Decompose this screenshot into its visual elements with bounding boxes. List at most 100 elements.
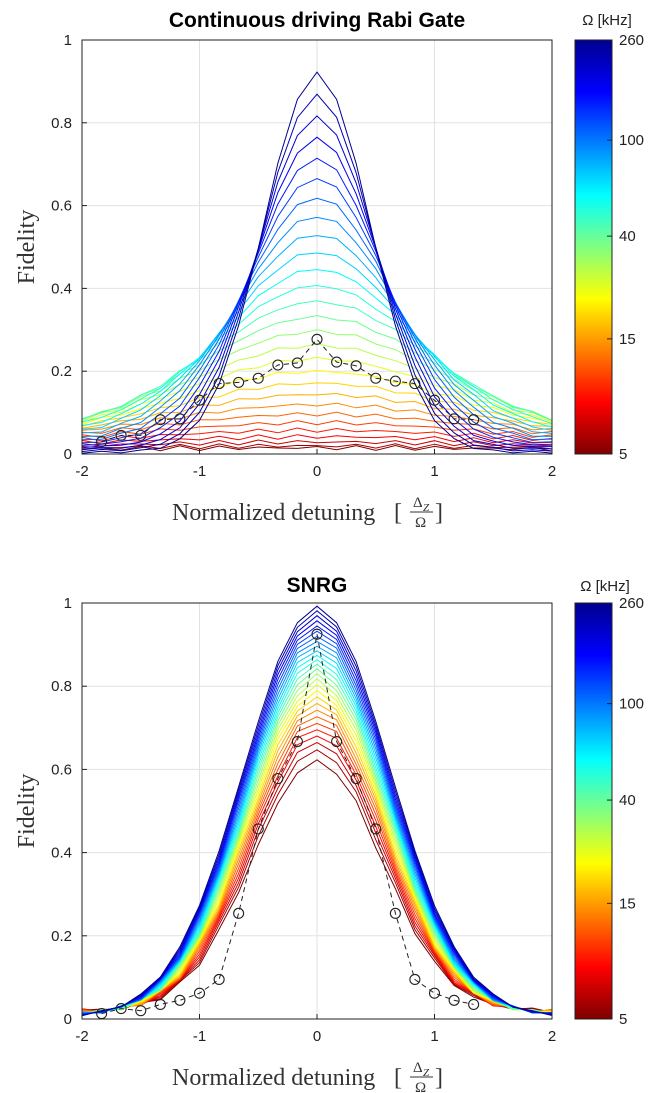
curve-family <box>81 71 553 454</box>
svg-text:[: [ <box>394 500 402 526</box>
fraction-denominator: Ω <box>415 515 426 531</box>
y-tick-label: 1 <box>64 32 72 49</box>
y-tick-label: 0.6 <box>51 198 72 215</box>
marker-point <box>252 372 264 384</box>
chart-title: Continuous driving Rabi Gate <box>169 9 465 32</box>
chart-snrg: SNRG -2 -1 0 1 2 0 0.2 0.4 0.6 0.8 1 Fidelity Norm… <box>14 574 644 1093</box>
colorbar: 260 100 40 15 5 Ω [kHz] <box>574 578 644 1028</box>
y-tick-label: 0.4 <box>51 845 72 862</box>
marker-point <box>311 333 323 345</box>
curve-line <box>81 650 553 1014</box>
x-tick-label: -2 <box>75 463 88 480</box>
curve-line <box>81 136 553 449</box>
marker-point <box>233 376 245 388</box>
fraction-numerator: Δ <box>413 495 423 511</box>
marker-point <box>331 356 343 368</box>
curve-line <box>81 115 553 451</box>
x-tick-label: 0 <box>313 1028 321 1045</box>
marker-point <box>96 436 108 448</box>
colorbar: 260 100 40 15 5 Ω [kHz] <box>574 12 644 463</box>
x-tick-label: -1 <box>193 1028 206 1045</box>
y-tick-label: 0.8 <box>51 115 72 132</box>
marker-point <box>272 773 284 785</box>
chart-rabi-gate: Continuous driving Rabi Gate -2 -1 0 1 2 0 0.2… <box>14 9 644 531</box>
x-tick-label: -1 <box>193 463 206 480</box>
y-tick-label: 0 <box>64 1011 72 1028</box>
marker-point <box>135 429 147 441</box>
colorbar-ticks: 260 100 40 15 5 <box>607 595 644 1028</box>
colorbar-tick-label: 15 <box>619 895 636 912</box>
marker-point <box>233 907 245 919</box>
axis-ticks: -2 -1 0 1 2 0 0.2 0.4 0.6 0.8 1 <box>51 595 556 1045</box>
marker-point <box>428 987 441 999</box>
marker-point <box>272 359 284 371</box>
colorbar-tick-label: 5 <box>619 446 627 463</box>
y-tick-label: 0 <box>64 446 72 463</box>
colorbar-ticks: 260 100 40 15 5 <box>607 32 644 463</box>
curve-line <box>81 269 553 428</box>
axis-ticks: -2 -1 0 1 2 0 0.2 0.4 0.6 0.8 1 <box>51 32 556 480</box>
curve-line <box>81 216 553 437</box>
y-tick-label: 0.2 <box>51 928 72 945</box>
curve-line <box>81 157 553 446</box>
y-tick-label: 0.6 <box>51 761 72 778</box>
marker-point <box>370 372 382 384</box>
curve-line <box>81 672 553 1015</box>
y-axis-label: Fidelity <box>14 774 40 849</box>
curve-line <box>81 300 553 421</box>
curve-line <box>81 343 553 422</box>
marker-point <box>468 414 480 426</box>
svg-text:]: ] <box>435 1065 443 1091</box>
colorbar-tick-label: 5 <box>619 1011 627 1028</box>
x-tick-label: 1 <box>430 463 438 480</box>
marker-point <box>448 413 460 425</box>
marker-point <box>115 429 127 441</box>
marker-point <box>154 998 166 1010</box>
colorbar-label: Ω [kHz] <box>580 578 630 595</box>
colorbar-tick-label: 260 <box>619 595 644 612</box>
y-tick-label: 0.2 <box>51 363 72 380</box>
chart-title: SNRG <box>287 574 348 597</box>
marker-point <box>291 357 303 369</box>
curve-line <box>81 742 553 1012</box>
marker-point <box>350 773 362 785</box>
marker-point <box>468 998 480 1010</box>
marker-series-line <box>101 338 474 443</box>
marker-point <box>350 360 362 372</box>
curve-line <box>81 235 553 434</box>
curve-line <box>81 610 553 1017</box>
svg-text:]: ] <box>435 500 443 526</box>
marker-point <box>174 413 186 425</box>
y-tick-label: 0.4 <box>51 280 72 297</box>
marker-point <box>409 378 421 390</box>
fraction-denominator: Ω <box>415 1080 426 1093</box>
curve-line <box>81 71 553 454</box>
curve-line <box>81 605 553 1017</box>
marker-point <box>213 973 225 986</box>
curve-line <box>81 178 553 444</box>
marker-point <box>154 414 166 426</box>
curve-line <box>81 654 553 1015</box>
marker-point <box>193 394 206 406</box>
marker-point <box>193 987 206 999</box>
y-axis-label: Fidelity <box>14 210 40 285</box>
colorbar-tick-label: 15 <box>619 331 636 348</box>
y-tick-label: 0.8 <box>51 678 72 695</box>
marker-point <box>428 394 441 406</box>
x-tick-label: 2 <box>548 463 556 480</box>
curve-line <box>81 252 553 431</box>
x-tick-label: 0 <box>313 463 321 480</box>
svg-text:[: [ <box>394 1065 402 1091</box>
colorbar-tick-label: 260 <box>619 32 644 49</box>
curve-line <box>81 663 553 1015</box>
curve-line <box>81 668 553 1016</box>
svg-text:Normalized detuning: Normalized detuning <box>172 500 375 526</box>
x-axis-label: Normalized detuning [ Δ Z Ω ] <box>172 1060 443 1093</box>
curve-line <box>81 402 553 431</box>
marker-point <box>135 1005 147 1017</box>
svg-text:Normalized detuning: Normalized detuning <box>172 1065 375 1091</box>
marker-point <box>370 823 382 835</box>
curve-line <box>81 284 553 425</box>
colorbar-tick-label: 100 <box>619 132 644 149</box>
marker-series <box>96 333 480 448</box>
